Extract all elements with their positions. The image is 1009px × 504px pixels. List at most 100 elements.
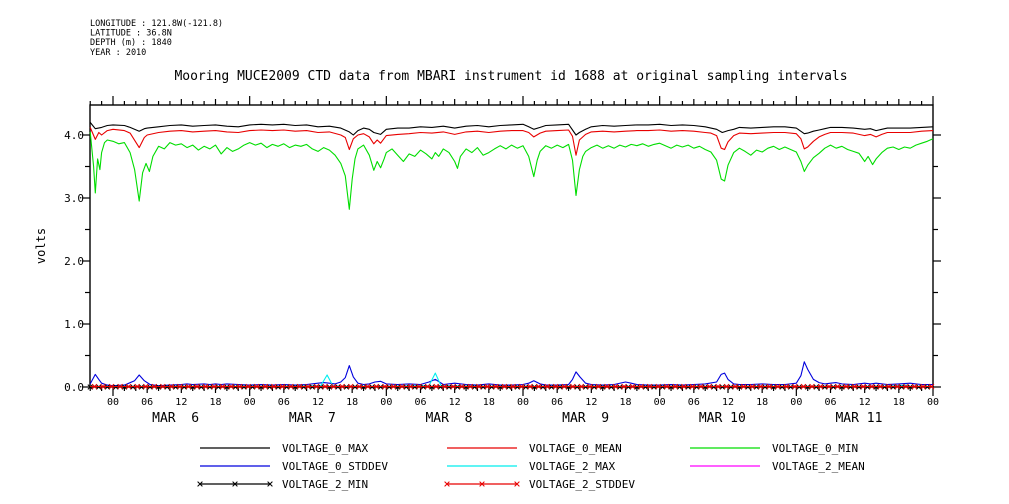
x-axis-hour-label: 18 (893, 397, 905, 408)
series-marker-voltage_2_stddev (322, 383, 328, 390)
series-marker-voltage_2_stddev (638, 383, 644, 390)
series-marker-voltage_2_stddev (851, 383, 858, 390)
x-axis-hour-label: 18 (756, 397, 768, 408)
chart-title: Mooring MUCE2009 CTD data from MBARI ins… (174, 69, 847, 84)
series-marker-voltage_2_stddev (441, 383, 448, 390)
series-marker-voltage_2_stddev (459, 383, 465, 390)
series-marker-voltage_2_stddev (476, 383, 482, 390)
series-marker-voltage_2_stddev (723, 383, 730, 390)
x-axis-hour-label: 12 (312, 397, 324, 408)
series-marker-voltage_2_stddev (826, 383, 832, 390)
series-marker-voltage_2_stddev (749, 383, 755, 390)
series-marker-voltage_2_stddev (151, 383, 158, 390)
series-marker-voltage_2_stddev (578, 383, 585, 390)
y-axis-tick-label: 3.0 (64, 192, 84, 205)
series-marker-voltage_2_stddev (757, 383, 764, 390)
series-marker-voltage_2_stddev (843, 383, 849, 390)
x-axis-hour-label: 00 (790, 397, 802, 408)
series-marker-voltage_2_stddev (775, 383, 781, 390)
series-marker-voltage_2_stddev (330, 383, 337, 390)
legend-label-voltage_2_mean: VOLTAGE_2_MEAN (772, 460, 865, 473)
series-marker-voltage_2_stddev (911, 383, 918, 390)
series-marker-voltage_2_stddev (595, 383, 602, 390)
series-line-voltage_0_mean (89, 127, 934, 156)
legend-marker-voltage_2_stddev (444, 481, 450, 487)
series-marker-voltage_2_stddev (621, 383, 627, 390)
series-marker-voltage_2_stddev (296, 383, 303, 390)
series-marker-voltage_2_stddev (236, 383, 243, 390)
x-axis-hour-label: 00 (380, 397, 392, 408)
series-marker-voltage_2_stddev (629, 383, 636, 390)
x-axis-hour-label: 12 (722, 397, 734, 408)
series-marker-voltage_2_stddev (698, 383, 704, 390)
series-marker-voltage_2_stddev (356, 383, 363, 390)
series-marker-voltage_2_stddev (646, 383, 653, 390)
legend-marker-voltage_2_stddev (479, 481, 485, 487)
x-axis-hour-label: 00 (107, 397, 119, 408)
x-axis-hour-label: 12 (859, 397, 871, 408)
series-marker-voltage_2_stddev (903, 383, 909, 390)
x-axis-hour-label: 06 (278, 397, 290, 408)
series-marker-voltage_2_stddev (416, 383, 422, 390)
legend-label-voltage_0_max: VOLTAGE_0_MAX (282, 442, 368, 455)
x-axis-day-label: MAR 6 (152, 411, 199, 426)
series-marker-voltage_2_stddev (612, 383, 619, 390)
series-marker-voltage_2_stddev (424, 383, 431, 390)
series-marker-voltage_2_stddev (288, 383, 294, 390)
series-marker-voltage_2_stddev (450, 383, 456, 390)
legend-label-voltage_2_stddev: VOLTAGE_2_STDDEV (529, 478, 635, 491)
x-axis-hour-label: 00 (654, 397, 666, 408)
series-marker-voltage_2_stddev (869, 383, 875, 390)
y-axis-tick-label: 2.0 (64, 255, 84, 268)
series-marker-voltage_2_stddev (706, 383, 713, 390)
series-marker-voltage_2_stddev (211, 383, 217, 390)
series-marker-voltage_2_stddev (271, 383, 277, 390)
series-marker-voltage_2_stddev (783, 383, 790, 390)
x-axis-hour-label: 12 (585, 397, 597, 408)
x-axis-hour-label: 18 (209, 397, 221, 408)
legend-label-voltage_2_max: VOLTAGE_2_MAX (529, 460, 615, 473)
series-marker-voltage_2_stddev (202, 383, 209, 390)
series-marker-voltage_2_stddev (740, 383, 747, 390)
series-marker-voltage_2_stddev (527, 383, 533, 390)
series-marker-voltage_2_stddev (467, 383, 474, 390)
series-line-voltage_0_stddev (89, 361, 933, 387)
x-axis-hour-label: 06 (824, 397, 836, 408)
y-axis-tick-label: 4.0 (64, 129, 84, 142)
series-marker-voltage_2_stddev (228, 383, 234, 390)
legend-label-voltage_0_min: VOLTAGE_0_MIN (772, 442, 858, 455)
series-marker-voltage_2_stddev (800, 383, 807, 390)
legend-marker-voltage_2_min (267, 481, 273, 487)
legend-label-voltage_0_stddev: VOLTAGE_0_STDDEV (282, 460, 388, 473)
x-axis-hour-label: 12 (175, 397, 187, 408)
series-marker-voltage_2_stddev (510, 383, 516, 390)
y-axis-tick-label: 0.0 (64, 381, 84, 394)
series-marker-voltage_2_stddev (732, 383, 738, 390)
series-marker-voltage_2_stddev (382, 383, 388, 390)
series-marker-voltage_2_stddev (91, 383, 98, 390)
series-marker-voltage_2_stddev (587, 383, 593, 390)
series-marker-voltage_2_stddev (604, 383, 610, 390)
series-line-voltage_0_max (89, 122, 934, 136)
series-marker-voltage_2_stddev (664, 383, 670, 390)
meta-line-0: LONGITUDE : 121.8W(-121.8) (90, 19, 223, 29)
x-axis-hour-label: 00 (517, 397, 529, 408)
series-marker-voltage_2_stddev (809, 383, 815, 390)
series-marker-voltage_2_stddev (715, 383, 721, 390)
x-axis-day-label: MAR 10 (699, 411, 746, 426)
y-axis-tick-label: 1.0 (64, 318, 84, 331)
series-marker-voltage_2_stddev (245, 383, 251, 390)
series-marker-voltage_2_stddev (792, 383, 798, 390)
x-axis-hour-label: 06 (141, 397, 153, 408)
y-axis-title: volts (34, 228, 48, 264)
x-axis-hour-label: 18 (483, 397, 495, 408)
series-marker-voltage_2_stddev (117, 383, 123, 390)
x-axis-day-label: MAR 7 (289, 411, 336, 426)
series-marker-voltage_2_stddev (177, 383, 183, 390)
series-marker-voltage_2_stddev (433, 383, 439, 390)
legend-marker-voltage_2_stddev (514, 481, 520, 487)
series-marker-voltage_2_stddev (254, 383, 260, 390)
x-axis-day-label: MAR 11 (835, 411, 882, 426)
legend-label-voltage_2_min: VOLTAGE_2_MIN (282, 478, 368, 491)
series-marker-voltage_2_stddev (168, 383, 175, 390)
